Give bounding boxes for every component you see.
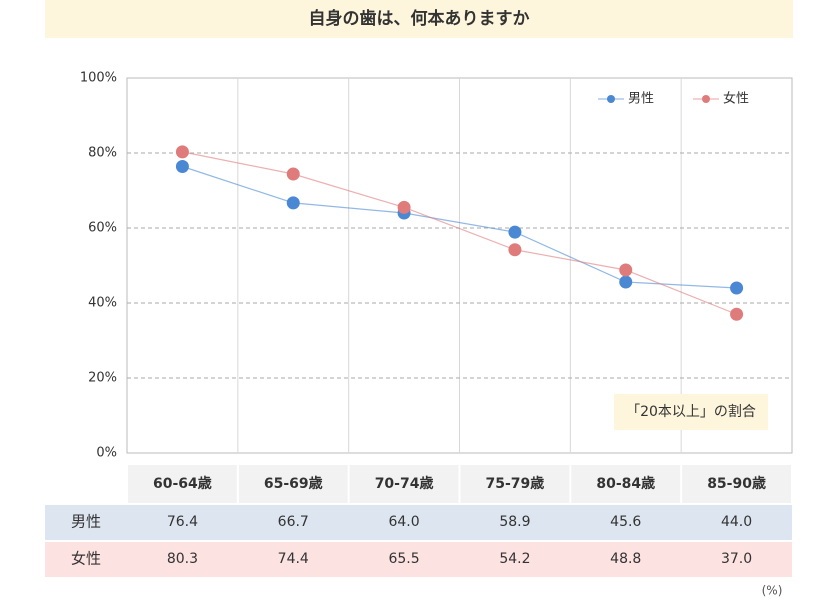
data-point bbox=[730, 281, 744, 295]
y-tick-label: 40% bbox=[88, 296, 117, 311]
table-value: 74.4 bbox=[278, 551, 309, 567]
y-tick-label: 0% bbox=[96, 446, 117, 461]
data-point bbox=[286, 167, 300, 181]
data-point bbox=[508, 243, 522, 257]
x-tick-label: 65-69歳 bbox=[264, 475, 323, 492]
y-tick-label: 80% bbox=[88, 146, 117, 161]
chart-title: 自身の歯は、何本ありますか bbox=[309, 8, 530, 29]
title-bar bbox=[45, 0, 793, 38]
series-line bbox=[182, 151, 737, 315]
table-header-cell bbox=[682, 465, 791, 503]
table-value: 54.2 bbox=[499, 551, 530, 567]
annotation-box bbox=[614, 394, 768, 430]
x-tick-label: 85-90歳 bbox=[707, 475, 766, 492]
data-point bbox=[508, 225, 522, 239]
table-value: 44.0 bbox=[721, 514, 752, 530]
data-point bbox=[397, 200, 411, 214]
table-value: 76.4 bbox=[167, 514, 198, 530]
table-row-label: 女性 bbox=[71, 550, 101, 568]
data-point bbox=[730, 307, 744, 321]
data-point bbox=[175, 160, 189, 173]
x-tick-label: 80-84歳 bbox=[596, 475, 655, 492]
table-value: 48.8 bbox=[610, 551, 641, 567]
data-point bbox=[286, 196, 300, 210]
table-header-cell bbox=[349, 465, 459, 503]
table-value: 80.3 bbox=[167, 551, 198, 567]
data-point bbox=[619, 275, 633, 289]
table-value: 66.7 bbox=[278, 514, 309, 530]
table-value: 45.6 bbox=[610, 514, 641, 530]
series-line bbox=[182, 165, 737, 289]
table-value: 58.9 bbox=[499, 514, 530, 530]
x-tick-label: 70-74歳 bbox=[375, 475, 434, 492]
table-header-cell bbox=[571, 465, 681, 503]
legend-marker bbox=[607, 95, 615, 103]
y-tick-label: 60% bbox=[88, 221, 117, 236]
legend-marker bbox=[702, 95, 710, 103]
y-tick-label: 20% bbox=[88, 371, 117, 386]
table-row-bg bbox=[45, 504, 792, 540]
x-tick-label: 75-79歳 bbox=[486, 475, 545, 492]
legend-label: 男性 bbox=[628, 92, 654, 107]
data-point bbox=[175, 145, 189, 159]
annotation: 「20本以上」の割合 bbox=[626, 403, 756, 420]
table-value: 64.0 bbox=[388, 514, 419, 530]
table-value: 37.0 bbox=[721, 551, 752, 567]
legend-label: 女性 bbox=[723, 91, 749, 107]
table-row-label: 男性 bbox=[71, 513, 101, 531]
data-point bbox=[619, 263, 633, 277]
table-row-bg bbox=[45, 541, 792, 577]
y-tick-label: 100% bbox=[80, 71, 117, 86]
table-header-cell bbox=[460, 465, 570, 503]
x-tick-label: 60-64歳 bbox=[153, 475, 212, 492]
table-value: 65.5 bbox=[388, 551, 419, 567]
table-header-cell bbox=[128, 465, 237, 503]
unit-note: (%) bbox=[762, 584, 783, 598]
table-header-cell bbox=[238, 465, 348, 503]
